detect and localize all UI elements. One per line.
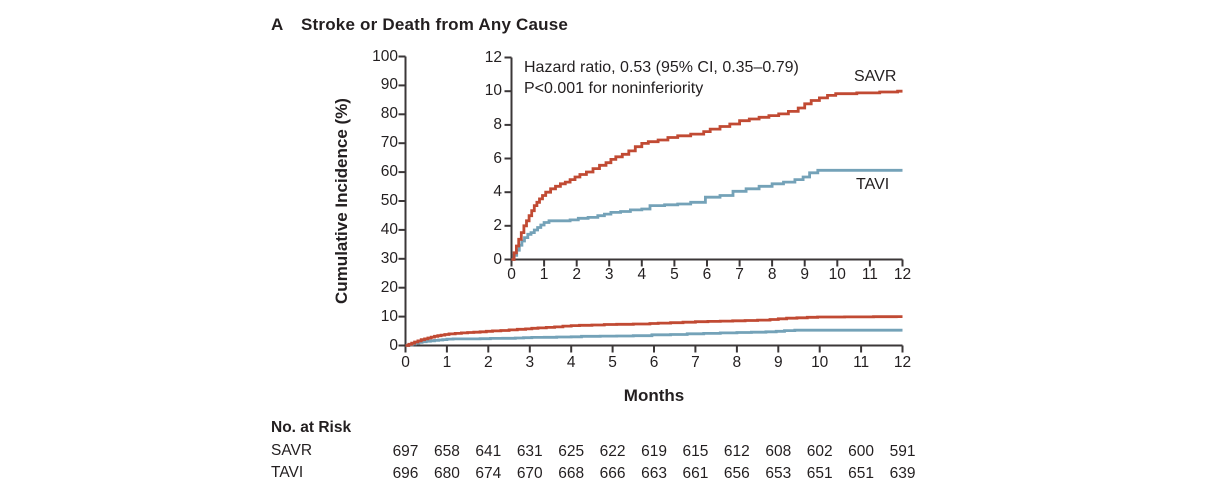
inset-y-tick-label: 0: [493, 250, 502, 268]
risk-count-tavi: 674: [475, 465, 502, 482]
risk-count-tavi: 696: [392, 465, 419, 482]
risk-table-header: No. at Risk: [271, 419, 352, 436]
inset-x-tick-label: 4: [637, 266, 647, 283]
main-y-tick-label: 40: [380, 220, 398, 238]
main-y-tick-label: 20: [380, 278, 398, 296]
risk-count-savr: 697: [392, 443, 419, 460]
risk-count-savr: 619: [641, 443, 667, 460]
risk-count-savr: 602: [806, 443, 833, 460]
hazard-ratio-line: Hazard ratio, 0.53 (95% CI, 0.35–0.79): [524, 59, 799, 76]
inset-x-tick-label: 3: [604, 266, 614, 283]
risk-count-tavi: 653: [765, 465, 792, 482]
main-x-tick-label: 6: [649, 354, 659, 371]
main-x-tick-label: 3: [525, 354, 535, 371]
inset-x-tick-label: 12: [893, 266, 912, 283]
risk-count-tavi: 651: [848, 465, 875, 482]
inset-x-tick-label: 8: [767, 266, 777, 283]
main-x-tick-label: 11: [853, 354, 870, 371]
main-x-tick-label: 12: [893, 354, 912, 371]
risk-count-savr: 591: [889, 443, 916, 460]
inset-x-tick-label: 9: [800, 266, 810, 283]
noninferiority-line: P<0.001 for noninferiority: [524, 79, 704, 97]
risk-count-tavi: 661: [682, 465, 709, 482]
risk-count-savr: 612: [723, 443, 750, 460]
risk-count-savr: 625: [558, 443, 585, 460]
inset-y-tick-label: 2: [493, 216, 502, 234]
risk-count-tavi: 668: [558, 465, 585, 482]
risk-count-tavi: 663: [641, 465, 667, 482]
main-y-tick-label: 60: [380, 163, 398, 181]
risk-count-tavi: 666: [599, 465, 626, 482]
risk-row-label-tavi: TAVI: [271, 464, 304, 481]
risk-count-savr: 608: [765, 443, 792, 460]
risk-count-savr: 622: [599, 443, 626, 460]
risk-count-savr: 600: [848, 443, 875, 460]
x-axis-title: Months: [623, 386, 685, 405]
inset-x-tick-label: 2: [572, 266, 581, 283]
risk-count-savr: 641: [475, 443, 502, 460]
main-x-tick-label: 9: [773, 354, 783, 371]
inset-y-tick-label: 12: [484, 48, 502, 66]
savr-curve-inset: [511, 89, 903, 261]
risk-count-tavi: 680: [433, 465, 460, 482]
main-y-tick-label: 50: [380, 192, 398, 209]
main-x-tick-label: 7: [691, 354, 700, 371]
inset-x-tick-label: 10: [828, 266, 846, 283]
inset-x-tick-label: 6: [702, 266, 712, 283]
inset-y-tick-label: 4: [493, 183, 502, 201]
main-x-tick-label: 2: [484, 354, 493, 371]
risk-count-tavi: 651: [806, 465, 833, 482]
risk-count-savr: 658: [433, 443, 460, 460]
main-x-tick-label: 0: [401, 354, 410, 371]
main-x-tick-label: 4: [566, 354, 576, 371]
tavi-curve-main: [405, 328, 903, 347]
main-y-tick-label: 10: [380, 307, 398, 325]
risk-row-label-savr: SAVR: [271, 442, 313, 459]
main-y-tick-label: 70: [380, 134, 398, 152]
main-x-tick-label: 1: [442, 354, 452, 371]
inset-x-tick-label: 7: [735, 266, 744, 283]
hazard-ratio-annotation: Hazard ratio, 0.53 (95% CI, 0.35–0.79) P…: [524, 58, 799, 99]
tavi-curve-label: TAVI: [856, 176, 890, 193]
risk-count-tavi: 656: [723, 465, 750, 482]
main-y-tick-label: 0: [389, 336, 398, 354]
inset-y-tick-label: 8: [493, 115, 502, 133]
main-x-tick-label: 5: [608, 354, 617, 371]
main-y-tick-label: 100: [372, 47, 398, 65]
main-y-tick-label: 80: [380, 105, 398, 123]
inset-x-tick-label: 0: [507, 266, 516, 283]
inset-x-tick-label: 1: [539, 266, 549, 283]
main-x-tick-label: 8: [732, 354, 742, 371]
figure-title: Stroke or Death from Any Cause: [301, 15, 569, 34]
inset-x-tick-label: 5: [670, 266, 679, 283]
inset-x-tick-label: 11: [861, 266, 878, 283]
y-axis-title: Cumulative Incidence (%): [332, 98, 351, 304]
savr-curve-main: [405, 315, 903, 347]
risk-count-tavi: 670: [516, 465, 543, 482]
tavi-curve-inset: [511, 168, 903, 261]
main-x-tick-label: 10: [811, 354, 829, 371]
risk-count-tavi: 639: [889, 465, 916, 482]
main-y-tick-label: 90: [380, 76, 398, 94]
inset-y-tick-label: 6: [493, 149, 502, 167]
inset-y-tick-label: 10: [484, 82, 502, 100]
risk-count-savr: 631: [516, 443, 543, 460]
panel-label: A: [271, 15, 284, 34]
savr-curve-label: SAVR: [854, 68, 897, 85]
main-y-tick-label: 30: [380, 249, 398, 267]
risk-count-savr: 615: [682, 443, 709, 460]
